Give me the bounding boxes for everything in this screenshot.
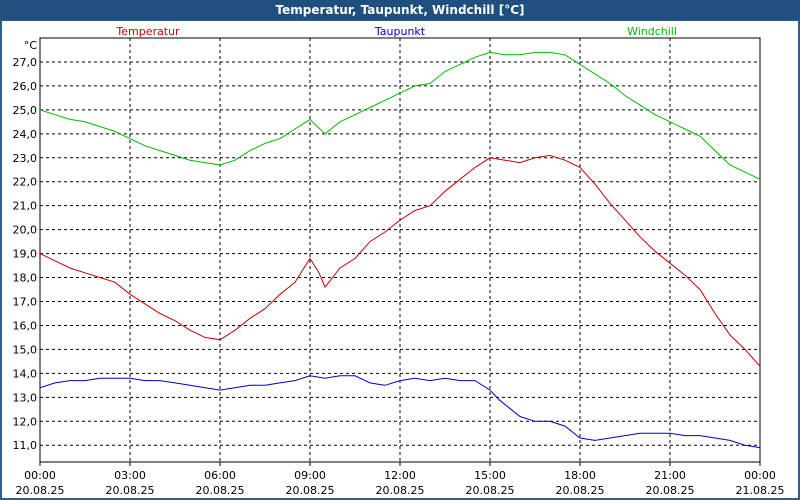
y-tick-label: 15,0 [13, 343, 38, 356]
series-line-windchill [39, 51, 761, 180]
x-tick-label-time: 09:00 [294, 469, 326, 482]
y-tick-label: 18,0 [13, 272, 38, 285]
legend-windchill: Windchill [627, 25, 677, 38]
x-tick-label-time: 18:00 [564, 469, 596, 482]
x-tick-label-time: 03:00 [114, 469, 146, 482]
chart-labels: 11,0 12,0 13,0 14,0 15,0 16,0 17,0 18,0 19,0 20,0… [13, 25, 785, 497]
x-tick-label-date: 20.08.25 [556, 484, 605, 497]
x-tick-label-date: 21.08.25 [736, 484, 785, 497]
plot-frame [39, 37, 761, 463]
chart-axes [39, 37, 761, 466]
y-tick-label: 22,0 [13, 176, 38, 189]
y-tick-label: 16,0 [13, 319, 38, 332]
x-tick-label-time: 21:00 [654, 469, 686, 482]
legend-taupunkt: Taupunkt [374, 25, 426, 38]
x-tick-label-date: 20.08.25 [106, 484, 155, 497]
x-tick-label-date: 20.08.25 [196, 484, 245, 497]
x-tick-label-time: 06:00 [204, 469, 236, 482]
y-tick-label: 23,0 [13, 152, 38, 165]
x-tick-label-date: 20.08.25 [466, 484, 515, 497]
series-line-temperatur [39, 154, 761, 367]
y-tick-label: 20,0 [13, 224, 38, 237]
x-tick-label-time: 15:00 [474, 469, 506, 482]
x-tick-label-date: 20.08.25 [376, 484, 425, 497]
y-tick-label: 17,0 [13, 296, 38, 309]
y-tick-label: 19,0 [13, 248, 38, 261]
y-tick-label: 14,0 [13, 367, 38, 380]
chart-title: Temperatur, Taupunkt, Windchill [°C] [0, 0, 800, 20]
y-tick-label: 27,0 [13, 56, 38, 69]
y-tick-label: 11,0 [13, 439, 38, 452]
series-line-taupunkt [39, 375, 761, 449]
y-tick-label: 21,0 [13, 200, 38, 213]
chart-grid [40, 38, 760, 462]
x-tick-label-time: 00:00 [24, 469, 56, 482]
y-tick-label: 26,0 [13, 80, 38, 93]
y-tick-label: 24,0 [13, 128, 38, 141]
y-unit-label: °C [24, 39, 38, 52]
x-tick-label-date: 20.08.25 [286, 484, 335, 497]
legend-temperatur: Temperatur [115, 25, 180, 38]
y-tick-label: 13,0 [13, 391, 38, 404]
y-tick-label: 12,0 [13, 415, 38, 428]
y-tick-label: 25,0 [13, 104, 38, 117]
x-tick-label-time: 12:00 [384, 469, 416, 482]
x-tick-label-date: 20.08.25 [16, 484, 65, 497]
chart-series [39, 51, 761, 449]
x-tick-label-time: 00:00 [744, 469, 776, 482]
x-tick-label-date: 20.08.25 [646, 484, 695, 497]
